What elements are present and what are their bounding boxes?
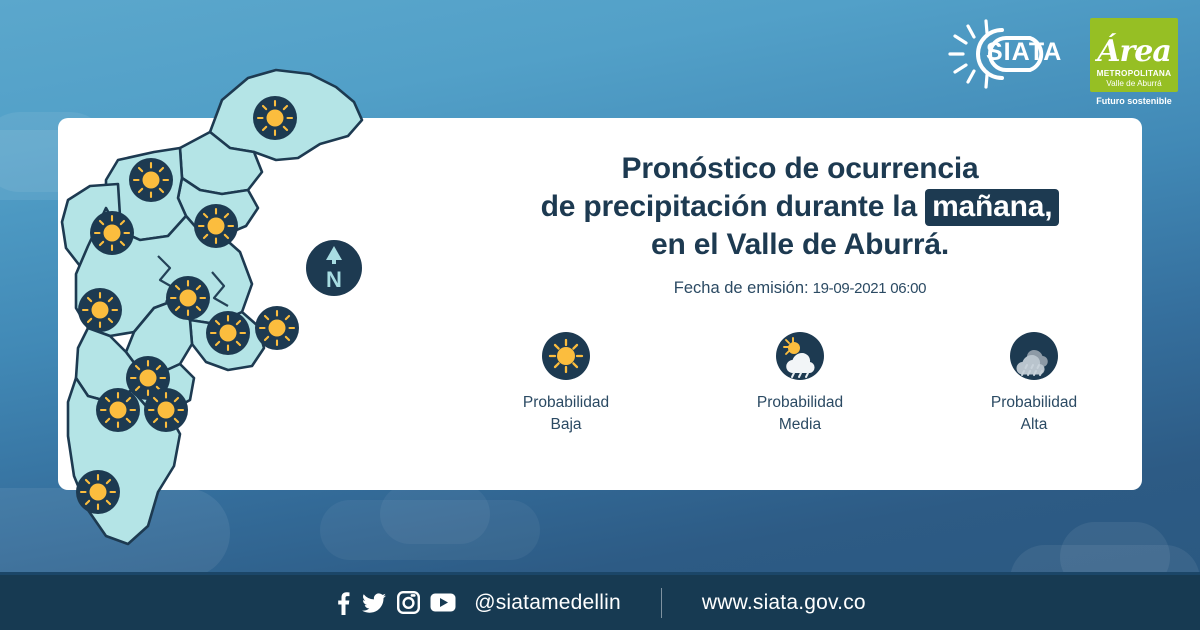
- twitter-icon[interactable]: [362, 591, 387, 615]
- area-script-text: Área: [1097, 34, 1172, 70]
- svg-text:N: N: [326, 267, 342, 292]
- map-sun-marker: [76, 470, 120, 514]
- area-tagline: Futuro sostenible: [1096, 96, 1172, 106]
- map-sun-marker: [96, 388, 140, 432]
- map-sun-marker: [255, 306, 299, 350]
- page-title: Pronóstico de ocurrencia de precipitació…: [470, 150, 1130, 263]
- sun-icon: [542, 332, 590, 381]
- heavy-rain-icon: [1010, 332, 1058, 381]
- legend-label-line2: Media: [778, 415, 822, 433]
- siata-logo: SIATA: [946, 18, 1076, 90]
- title-line-2-text: de precipitación durante la: [540, 189, 918, 223]
- title-line-3: en el Valle de Aburrá.: [651, 227, 949, 261]
- sun-cloud-icon: [948, 19, 1044, 89]
- probability-legend: Probabilidad Baja: [470, 332, 1130, 435]
- footer-separator: [660, 587, 662, 618]
- map-sun-marker: [166, 276, 210, 320]
- website-link[interactable]: www.siata.gov.co: [701, 590, 866, 614]
- title-line-2: de precipitación durante la mañana,: [470, 188, 1130, 226]
- map-sun-marker: [144, 388, 188, 432]
- legend-item-media: Probabilidad Media: [725, 332, 875, 435]
- footer-bar: @siatamedellin www.siata.gov.co: [0, 575, 1200, 630]
- legend-label-alta: Probabilidad Alta: [991, 392, 1077, 435]
- legend-label-media: Probabilidad Media: [757, 392, 843, 435]
- legend-item-baja: Probabilidad Baja: [491, 332, 641, 435]
- map-sun-marker: [253, 96, 297, 140]
- map-sun-marker: [194, 204, 238, 248]
- area-line1: METROPOLITANA: [1096, 69, 1172, 79]
- sun-rain-icon: [776, 332, 824, 381]
- social-icons: [334, 591, 456, 615]
- emission-value: 19-09-2021 06:00: [812, 280, 927, 298]
- map-sun-marker: [126, 356, 170, 400]
- compass-north-icon: N: [306, 240, 362, 296]
- map-svg: N: [60, 68, 364, 546]
- map-sun-marker: [78, 288, 122, 332]
- legend-label-line2: Baja: [550, 415, 582, 433]
- social-handle[interactable]: @siatamedellin: [474, 590, 621, 614]
- legend-label-baja: Probabilidad Baja: [523, 392, 609, 435]
- title-line-1: Pronóstico de ocurrencia: [621, 152, 979, 185]
- map-sun-marker: [90, 211, 134, 255]
- area-line2: Valle de Aburrá: [1106, 78, 1162, 88]
- background-cloud-icon: [320, 500, 540, 560]
- forecast-content: Pronóstico de ocurrencia de precipitació…: [470, 150, 1130, 435]
- legend-label-line1: Probabilidad: [990, 394, 1078, 412]
- emission-date: Fecha de emisión: 19-09-2021 06:00: [470, 279, 1130, 298]
- area-metropolitana-logo: Área METROPOLITANA Valle de Aburrá Futur…: [1090, 18, 1178, 106]
- legend-label-line1: Probabilidad: [756, 394, 844, 412]
- youtube-icon[interactable]: [430, 593, 456, 612]
- legend-item-alta: Probabilidad Alta: [959, 332, 1109, 435]
- emission-label: Fecha de emisión:: [673, 279, 809, 298]
- map-sun-marker: [206, 311, 250, 355]
- siata-wordmark: SIATA: [986, 38, 1063, 66]
- facebook-icon[interactable]: [334, 591, 352, 615]
- period-highlight: mañana,: [925, 188, 1060, 226]
- legend-label-line1: Probabilidad: [522, 394, 610, 412]
- map-sun-marker: [129, 158, 173, 202]
- legend-label-line2: Alta: [1020, 415, 1048, 433]
- background-cloud-icon: [380, 484, 490, 544]
- valle-de-aburra-map: N: [60, 40, 482, 570]
- instagram-icon[interactable]: [397, 591, 421, 614]
- footer-divider-line: [0, 572, 1200, 575]
- logo-group: SIATA Área METROPOLITANA Valle de Aburrá…: [946, 18, 1178, 106]
